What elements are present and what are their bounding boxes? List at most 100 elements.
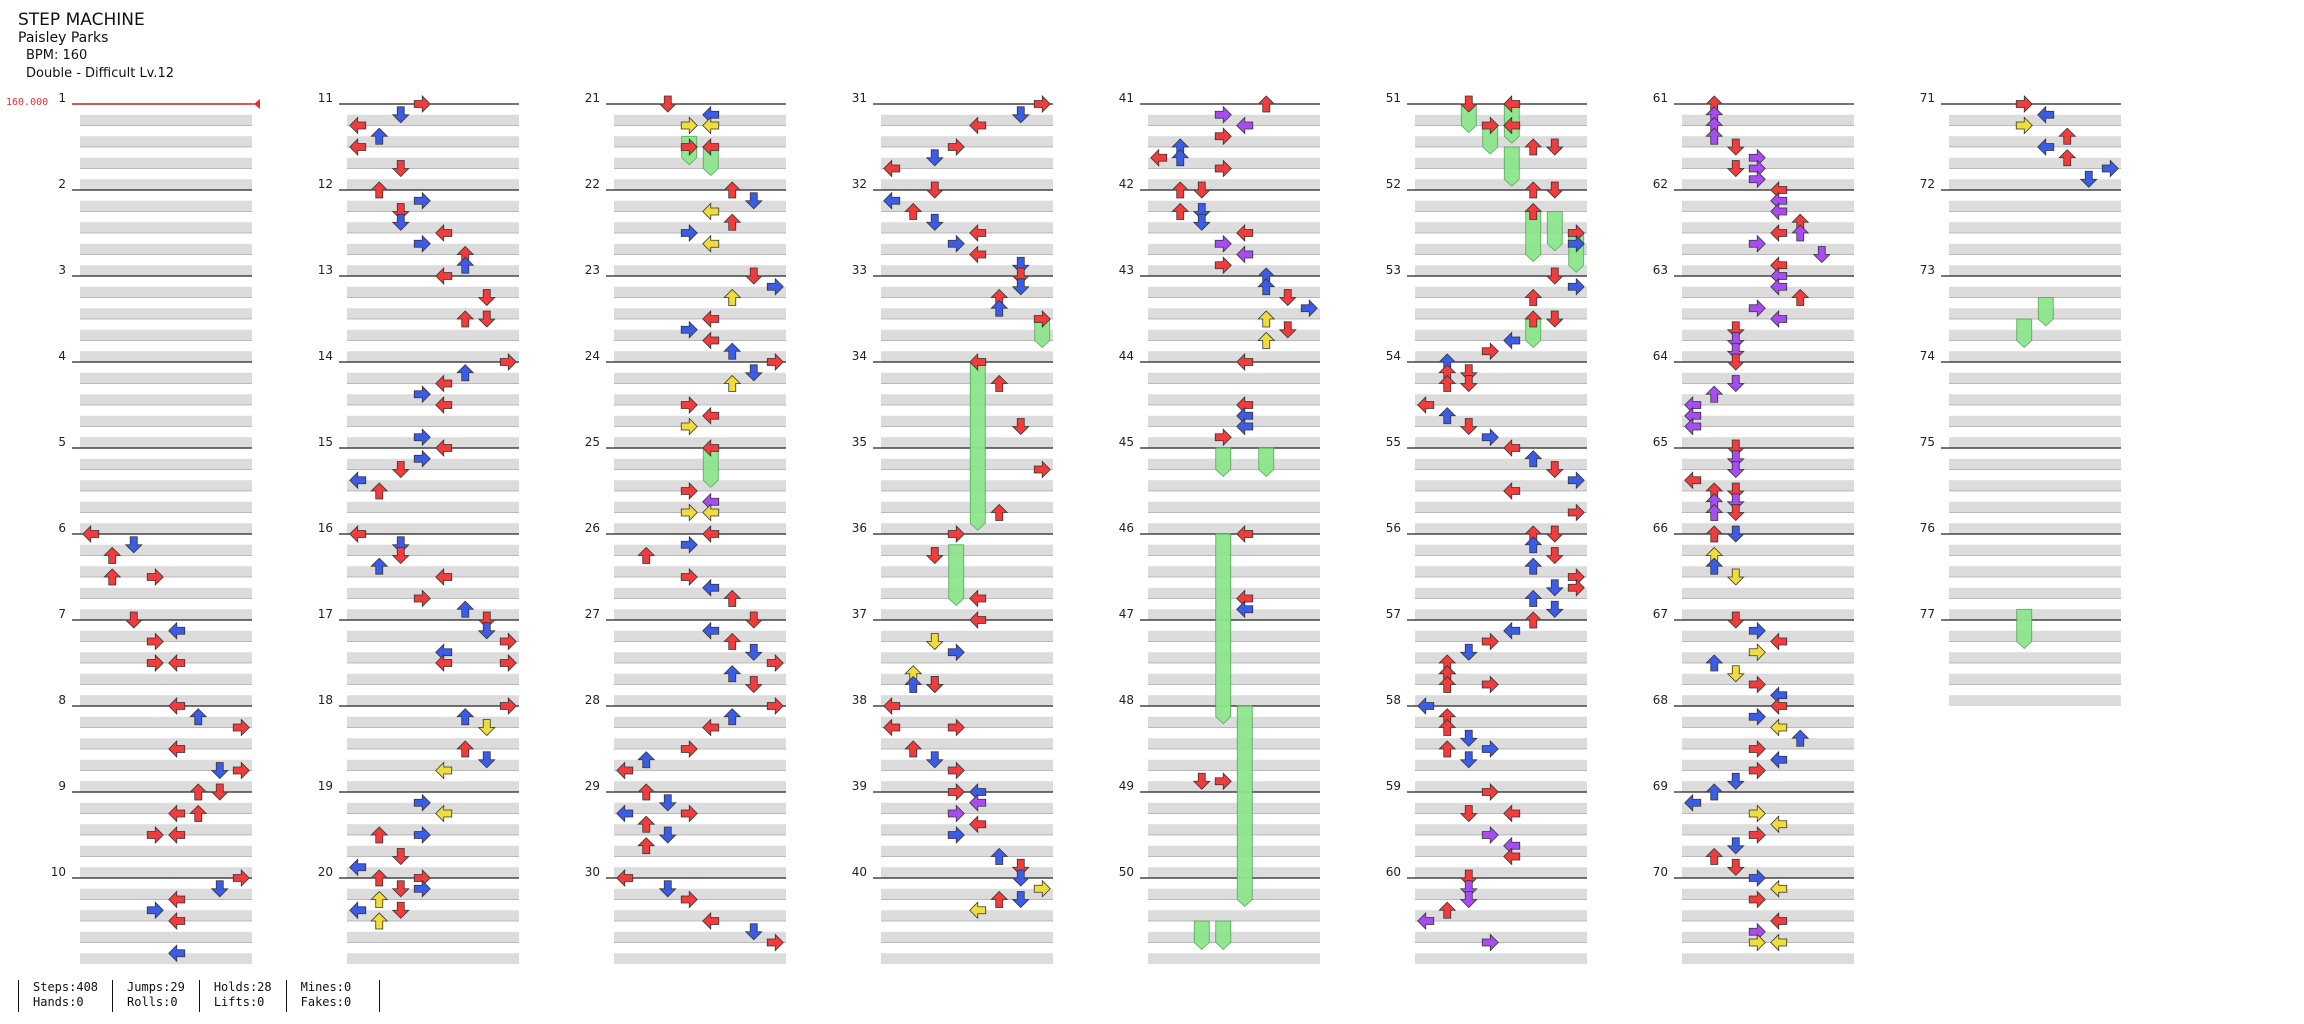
note-arrow: [1748, 933, 1766, 952]
note-arrow: [1236, 245, 1254, 264]
note-arrow-shape: [637, 783, 656, 801]
note-arrow-shape: [168, 621, 186, 640]
note-arrow: [680, 740, 698, 758]
note-arrow-shape: [1545, 310, 1564, 328]
shaded-row: [881, 286, 1053, 298]
note-arrow-shape: [1150, 148, 1168, 167]
note-arrow: [1545, 181, 1564, 199]
note-arrow: [904, 202, 923, 220]
note-arrow-shape: [990, 374, 1009, 392]
note-arrow-shape: [947, 234, 965, 253]
note-arrow-shape: [1812, 246, 1831, 264]
shaded-row: [881, 716, 1053, 728]
note-arrow: [2037, 105, 2055, 124]
note-arrow: [1171, 149, 1190, 167]
shaded-row: [1148, 888, 1320, 900]
note-arrow: [146, 826, 164, 844]
note-arrow-shape: [477, 310, 496, 328]
measure-number: 67: [1653, 607, 1668, 621]
note-arrow: [1236, 417, 1254, 436]
measure-number: 70: [1653, 865, 1668, 879]
note-arrow: [969, 245, 987, 264]
note-arrow: [990, 847, 1009, 865]
shaded-row: [1682, 652, 1854, 664]
note-arrow: [1726, 160, 1745, 178]
shaded-row: [614, 867, 786, 879]
note-arrow-shape: [1684, 417, 1702, 436]
note-arrow: [702, 503, 720, 522]
shaded-row: [881, 329, 1053, 341]
note-arrow-shape: [723, 589, 742, 607]
note-arrow: [103, 546, 122, 564]
shaded-row: [1949, 286, 2121, 298]
note-arrow-shape: [435, 374, 453, 393]
note-arrow-shape: [766, 353, 784, 371]
note-arrow-shape: [1438, 901, 1457, 919]
note-arrow-shape: [391, 848, 410, 866]
note-arrow: [413, 428, 431, 447]
note-arrow: [1705, 525, 1724, 543]
note-arrow-shape: [904, 202, 923, 220]
note-arrow-shape: [925, 181, 944, 199]
note-arrow-shape: [1705, 847, 1724, 865]
note-arrow-shape: [947, 783, 965, 801]
note-arrow-shape: [1459, 364, 1478, 382]
note-arrow: [1748, 804, 1766, 823]
note-arrow-shape: [413, 234, 431, 253]
shaded-row: [347, 953, 519, 965]
shaded-row: [1682, 759, 1854, 771]
shaded-row: [80, 953, 252, 965]
note-arrow-shape: [1459, 375, 1478, 393]
note-arrow: [680, 890, 698, 909]
note-arrow-shape: [413, 879, 431, 898]
note-arrow-shape: [1726, 342, 1745, 360]
shaded-row: [1682, 286, 1854, 298]
note-arrow: [189, 783, 208, 801]
note-arrow: [766, 933, 784, 952]
note-arrow-shape: [680, 890, 698, 909]
note-arrow-shape: [2058, 127, 2077, 145]
shaded-row: [881, 136, 1053, 148]
note-arrow-shape: [1726, 160, 1745, 178]
measure-number: 13: [318, 263, 333, 277]
note-arrow-shape: [477, 719, 496, 737]
note-arrow-shape: [1726, 375, 1745, 393]
note-arrow-shape: [1545, 138, 1564, 156]
shaded-row: [1682, 888, 1854, 900]
note-arrow-shape: [1011, 267, 1030, 285]
measure-number: 45: [1119, 435, 1134, 449]
note-arrow: [1545, 579, 1564, 597]
shaded-row: [1949, 630, 2121, 642]
note-arrow-shape: [1524, 310, 1543, 328]
measure-number: 8: [58, 693, 66, 707]
shaded-row: [80, 179, 252, 191]
note-arrow: [744, 643, 763, 661]
rolls-count: Rolls:0: [127, 995, 178, 1009]
shaded-row: [1682, 931, 1854, 943]
note-arrow: [477, 611, 496, 629]
note-arrow-shape: [1481, 826, 1499, 844]
note-arrow-shape: [1524, 288, 1543, 306]
note-arrow: [210, 762, 229, 780]
note-arrow: [349, 471, 367, 490]
hold-body: [1546, 211, 1563, 252]
note-arrow-shape: [1770, 750, 1788, 769]
shaded-row: [1949, 501, 2121, 513]
shaded-row: [80, 609, 252, 621]
note-arrow-shape: [1459, 95, 1478, 113]
note-arrow: [947, 804, 965, 823]
shaded-row: [614, 179, 786, 191]
measure-number: 38: [852, 693, 867, 707]
shaded-row: [1148, 910, 1320, 922]
note-arrow-shape: [990, 299, 1009, 317]
note-arrow: [1438, 374, 1457, 392]
shaded-row: [1415, 544, 1587, 556]
note-arrow: [168, 654, 186, 672]
shaded-row: [614, 566, 786, 578]
difficulty-text: Double - Difficult Lv.12: [26, 66, 175, 81]
measure-number: 23: [585, 263, 600, 277]
hold-body: [1215, 447, 1232, 478]
note-arrow-shape: [1748, 707, 1766, 726]
note-arrow-shape: [1214, 159, 1232, 178]
note-arrow-shape: [349, 901, 367, 920]
